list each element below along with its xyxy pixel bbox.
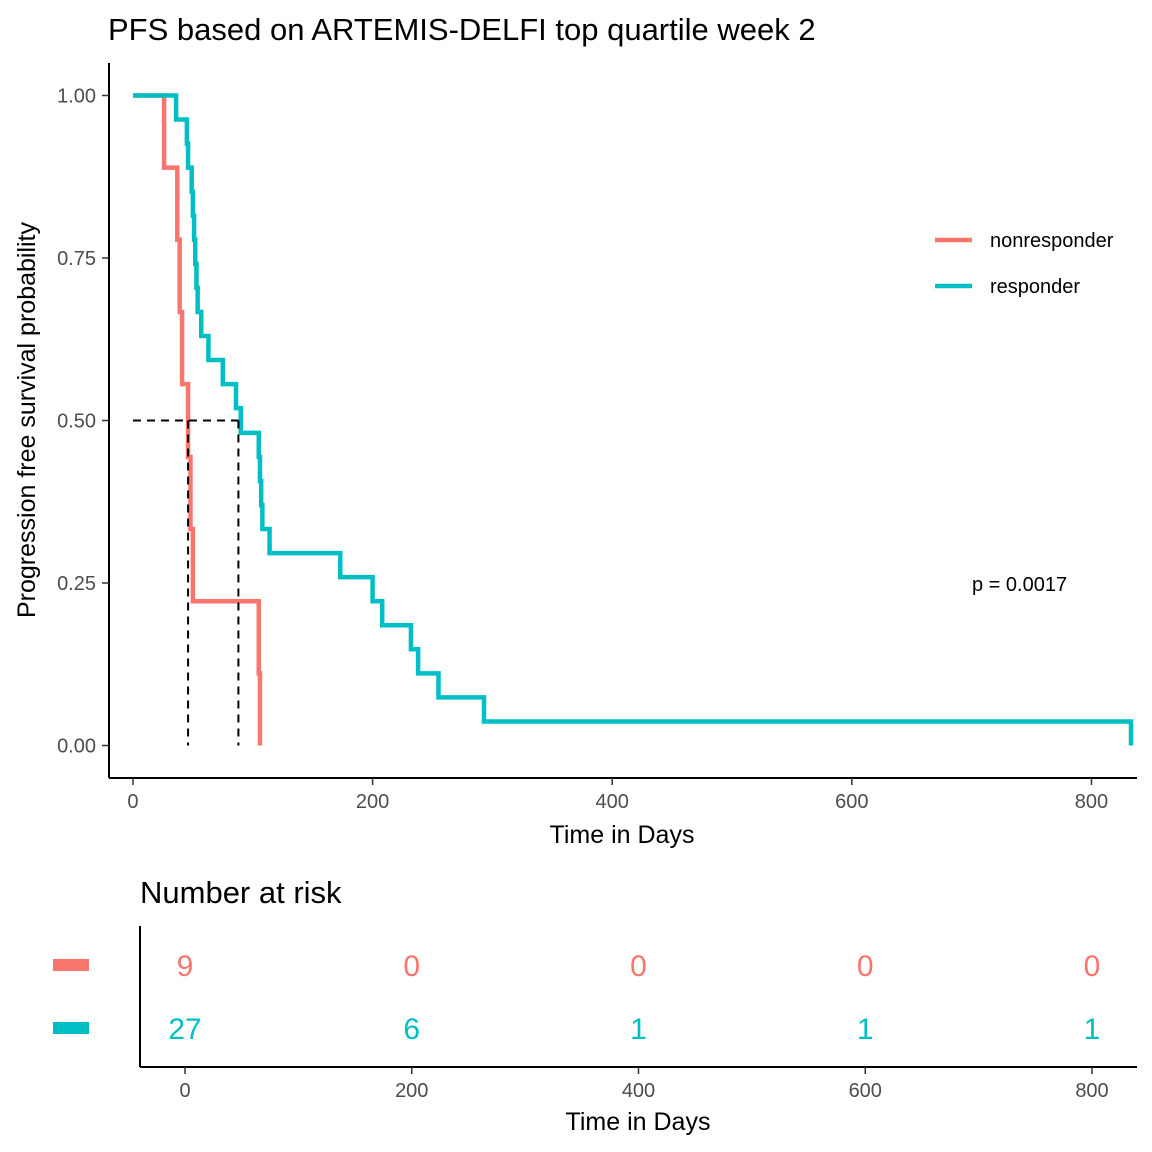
legend-label-nonresponder: nonresponder — [990, 230, 1114, 252]
y-tick-label: 1.00 — [57, 86, 96, 108]
risk-x-tick-label: 600 — [849, 1080, 882, 1102]
legend-label-responder: responder — [990, 276, 1080, 298]
risk-count-nonresponder: 0 — [630, 950, 647, 983]
risk-count-nonresponder: 0 — [857, 950, 874, 983]
survival-plot: 0 200 400 600 800 0.00 0.25 0.50 0.75 1.00 Time i… — [13, 63, 1137, 849]
x-tick-label: 400 — [596, 791, 629, 813]
risk-count-nonresponder: 0 — [1084, 950, 1101, 983]
risk-count-nonresponder: 0 — [403, 950, 420, 983]
plot-ticks: 0 200 400 600 800 0.00 0.25 0.50 0.75 1.00 — [57, 86, 1108, 814]
curve-responder — [132, 93, 1134, 746]
risk-x-tick-label: 200 — [395, 1080, 428, 1102]
plot-axes — [108, 63, 1137, 779]
risk-table-title: Number at risk — [140, 875, 342, 910]
median-lines — [132, 419, 240, 746]
x-tick-label: 200 — [356, 791, 389, 813]
y-tick-label: 0.25 — [57, 573, 96, 595]
survival-curves — [132, 93, 1134, 746]
risk-table: Number at risk 9 0 0 0 0 27 6 1 1 1 0 200 400 600 800… — [53, 875, 1137, 1136]
risk-count-responder: 1 — [857, 1013, 874, 1046]
risk-count-responder: 1 — [630, 1013, 647, 1046]
risk-x-tick-label: 800 — [1075, 1080, 1108, 1102]
x-axis-label: Time in Days — [550, 821, 695, 849]
risk-count-nonresponder: 9 — [177, 950, 194, 983]
risk-x-tick-label: 400 — [622, 1080, 655, 1102]
y-axis-label: Progression free survival probability — [13, 221, 41, 618]
risk-table-ticks: 0 200 400 600 800 — [179, 1067, 1109, 1102]
y-tick-label: 0.00 — [57, 736, 96, 758]
risk-table-rows: 9 0 0 0 0 27 6 1 1 1 — [53, 950, 1100, 1046]
x-tick-label: 0 — [127, 791, 138, 813]
x-tick-label: 800 — [1075, 791, 1108, 813]
risk-count-responder: 27 — [168, 1013, 201, 1046]
risk-x-tick-label: 0 — [179, 1080, 190, 1102]
p-value-annotation: p = 0.0017 — [972, 574, 1067, 596]
chart-title: PFS based on ARTEMIS-DELFI top quartile … — [108, 12, 816, 47]
risk-count-responder: 6 — [403, 1013, 420, 1046]
legend: nonresponder responder — [935, 230, 1114, 298]
risk-count-responder: 1 — [1084, 1013, 1101, 1046]
risk-x-axis-label: Time in Days — [566, 1108, 711, 1136]
y-tick-label: 0.75 — [57, 248, 96, 270]
x-tick-label: 600 — [835, 791, 868, 813]
y-tick-label: 0.50 — [57, 411, 96, 433]
curve-nonresponder — [132, 93, 263, 746]
